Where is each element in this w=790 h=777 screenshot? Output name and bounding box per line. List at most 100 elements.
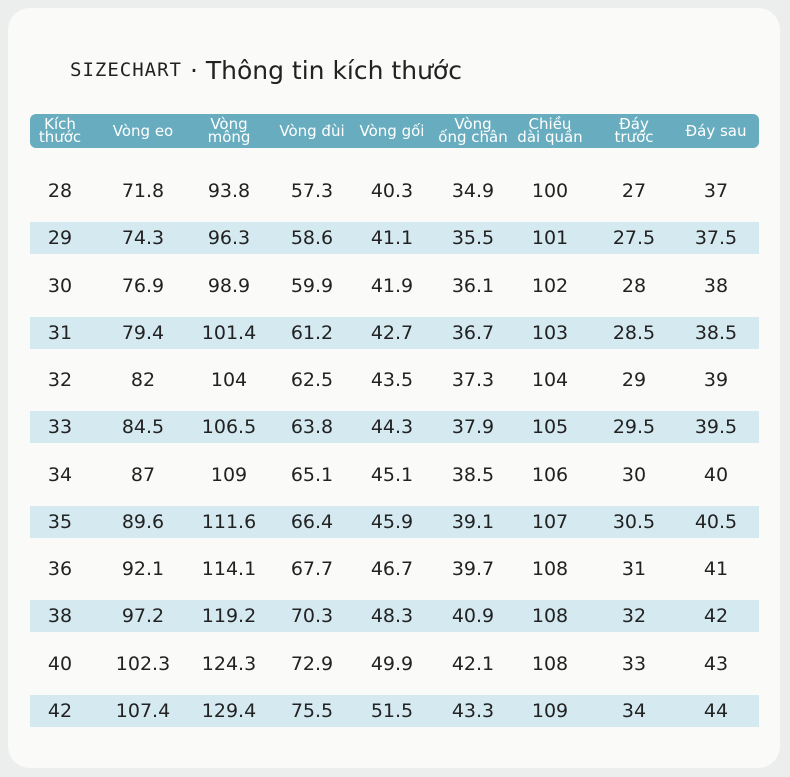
column-header: Đáy sau (686, 114, 747, 148)
title: · Thông tin kích thước (189, 55, 462, 85)
cell: 111.6 (201, 510, 257, 533)
header-line: trước (614, 128, 654, 146)
cell: 31 (47, 321, 73, 344)
row-stripe (30, 600, 759, 633)
column-header: Chiều dài quần (517, 114, 582, 148)
cell: 107 (531, 510, 569, 533)
column-header: Vòng đùi (279, 114, 344, 148)
cell: 31 (621, 558, 647, 580)
header-line: dài quần (517, 128, 583, 146)
header-line: Kích (44, 115, 76, 133)
cell: 36.7 (451, 321, 495, 344)
cell: 106.5 (201, 416, 257, 439)
cell: 46.7 (370, 558, 414, 580)
cell: 40 (703, 463, 729, 486)
cell: 59.9 (290, 274, 334, 297)
cell: 101 (531, 227, 569, 250)
label: SIZECHART (70, 59, 182, 81)
row-stripe (30, 411, 759, 444)
cell: 49.9 (370, 652, 414, 675)
cell: 108 (531, 558, 569, 580)
header-line: Vòng gối (359, 121, 425, 140)
header-line: Đáy (619, 115, 649, 133)
row-stripe (30, 505, 759, 538)
cell: 105 (531, 416, 569, 439)
column-header: Vòng gối (360, 114, 425, 148)
cell: 102.3 (115, 652, 171, 675)
cell: 27.5 (612, 227, 656, 250)
cell: 36 (47, 558, 73, 580)
header-line: Chiều (528, 115, 572, 133)
cell: 42 (47, 699, 73, 722)
cell: 92.1 (121, 558, 165, 580)
cell: 28.5 (612, 321, 656, 344)
cell: 30 (47, 274, 73, 297)
cell: 114.1 (201, 558, 257, 580)
row-stripe (30, 694, 759, 727)
header-line: ống chân (438, 128, 508, 146)
cell: 102 (531, 274, 569, 297)
title-row: SIZECHART · Thông tin kích thước (70, 52, 462, 88)
header-line: Vòng (210, 115, 248, 133)
cell: 43.5 (370, 369, 414, 391)
cell: 66.4 (290, 510, 334, 533)
cell: 71.8 (121, 180, 165, 202)
cell: 93.8 (207, 180, 251, 202)
cell: 67.7 (290, 558, 334, 580)
cell: 101.4 (201, 321, 257, 344)
cell: 29.5 (612, 416, 656, 439)
cell: 44.3 (370, 416, 414, 439)
cell: 57.3 (290, 180, 334, 202)
row-stripe (30, 316, 759, 349)
cell: 75.5 (290, 699, 334, 722)
cell: 39.5 (694, 416, 738, 439)
cell: 42.1 (451, 652, 495, 675)
cell: 33 (621, 652, 647, 675)
header-line: Vòng (454, 115, 492, 133)
cell: 61.2 (290, 321, 334, 344)
cell: 30 (621, 463, 647, 486)
cell: 74.3 (121, 227, 165, 250)
cell: 45.1 (370, 463, 414, 486)
cell: 39.7 (451, 558, 495, 580)
cell: 38 (47, 605, 73, 628)
header-line: Vòng đùi (279, 121, 345, 140)
cell: 106 (531, 463, 569, 486)
cell: 97.2 (121, 605, 165, 628)
cell: 109 (210, 463, 248, 486)
cell: 76.9 (121, 274, 165, 297)
cell: 42 (703, 605, 729, 628)
cell: 27 (621, 180, 647, 202)
cell: 104 (210, 369, 248, 391)
cell: 109 (531, 699, 569, 722)
cell: 34 (47, 463, 73, 486)
cell: 107.4 (115, 699, 171, 722)
cell: 79.4 (121, 321, 165, 344)
cell: 62.5 (290, 369, 334, 391)
header-bar (30, 114, 759, 148)
cell: 44 (703, 699, 729, 722)
cell: 38.5 (694, 321, 738, 344)
cell: 43.3 (451, 699, 495, 722)
column-header: Đáy trước (615, 114, 654, 148)
column-header: Vòng mông (208, 114, 251, 148)
cell: 104 (531, 369, 569, 391)
cell: 29 (47, 227, 73, 250)
cell: 100 (531, 180, 569, 202)
cell: 34 (621, 699, 647, 722)
cell: 72.9 (290, 652, 334, 675)
cell: 119.2 (201, 605, 257, 628)
cell: 40.5 (694, 510, 738, 533)
cell: 43 (703, 652, 729, 675)
cell: 96.3 (207, 227, 251, 250)
cell: 35.5 (451, 227, 495, 250)
cell: 40.3 (370, 180, 414, 202)
cell: 41.9 (370, 274, 414, 297)
cell: 129.4 (201, 699, 257, 722)
cell: 28 (621, 274, 647, 297)
cell: 40.9 (451, 605, 495, 628)
cell: 37 (703, 180, 729, 202)
cell: 84.5 (121, 416, 165, 439)
header-line: Vòng eo (112, 121, 174, 140)
cell: 70.3 (290, 605, 334, 628)
